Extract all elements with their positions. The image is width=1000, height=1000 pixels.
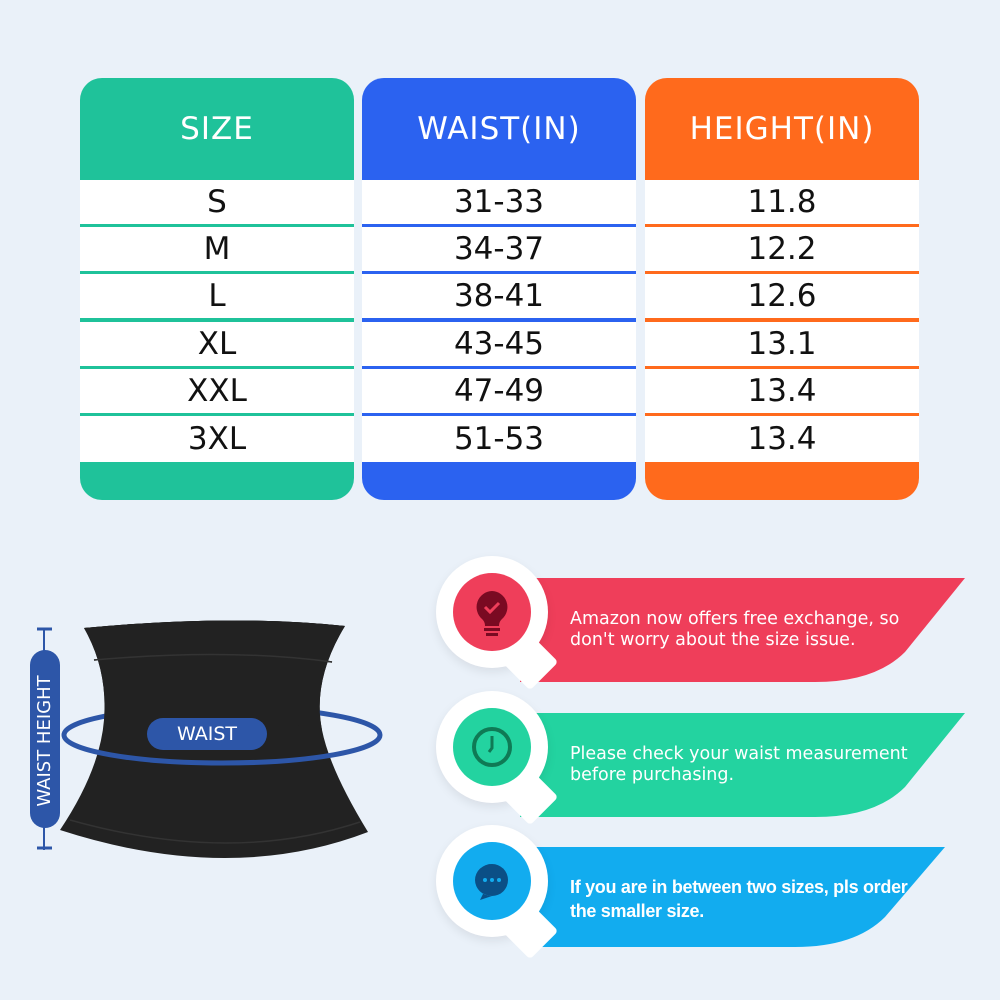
waist-column: WAIST(IN) 31-33 34-37 38-41 43-45 47-49 51-53 — [362, 78, 636, 500]
waist-label: WAIST — [176, 723, 237, 745]
table-cell: 12.6 — [645, 274, 919, 318]
table-cell: 51-53 — [362, 416, 636, 462]
table-cell: 43-45 — [362, 322, 636, 366]
tip-icon-badge — [436, 825, 559, 960]
tip-text: If you are in between two sizes, pls ord… — [570, 877, 908, 921]
waist-trainer-image — [30, 620, 383, 859]
table-cell: 11.8 — [645, 180, 919, 224]
table-cell: 38-41 — [362, 274, 636, 318]
tip-icon-badge — [436, 691, 559, 826]
table-cell: S — [80, 180, 354, 224]
table-cell: XXL — [80, 369, 354, 413]
column-header: HEIGHT(IN) — [689, 111, 875, 147]
table-cell: 3XL — [80, 416, 354, 462]
tip-text: Amazon now offers free exchange, so don'… — [570, 609, 900, 650]
table-cell: XL — [80, 322, 354, 366]
waist-height-label: WAIST HEIGHT — [34, 675, 55, 807]
tip-icon-badge — [436, 556, 559, 691]
tip-banner: If you are in between two sizes, pls ord… — [520, 847, 945, 947]
table-cell: 34-37 — [362, 227, 636, 271]
column-header: SIZE — [180, 111, 254, 147]
table-cell: 47-49 — [362, 369, 636, 413]
tip-banner: Amazon now offers free exchange, so don'… — [520, 578, 965, 682]
lightbulb-check-icon — [453, 573, 531, 651]
table-cell: 13.4 — [645, 369, 919, 413]
table-cell: L — [80, 274, 354, 318]
height-column: HEIGHT(IN) 11.8 12.2 12.6 13.1 13.4 13.4 — [645, 78, 919, 500]
chat-bubble-icon — [453, 842, 531, 920]
tip-text: Please check your waist measurement befo… — [570, 744, 908, 785]
size-column: SIZE S M L XL XXL 3XL — [80, 78, 354, 500]
clock-icon — [453, 708, 531, 786]
table-cell: 13.1 — [645, 322, 919, 366]
table-cell: 31-33 — [362, 180, 636, 224]
column-header: WAIST(IN) — [417, 111, 581, 147]
tip-banner: Please check your waist measurement befo… — [520, 713, 965, 817]
table-cell: 12.2 — [645, 227, 919, 271]
table-cell: M — [80, 227, 354, 271]
table-cell: 13.4 — [645, 416, 919, 462]
